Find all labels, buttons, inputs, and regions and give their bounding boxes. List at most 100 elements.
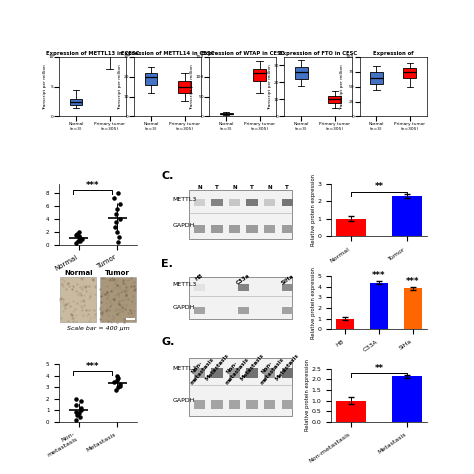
Point	[76, 236, 84, 243]
Text: N: N	[232, 185, 237, 191]
Text: T: T	[215, 185, 219, 191]
Point	[78, 397, 85, 405]
Point	[72, 408, 79, 415]
Y-axis label: Transcript per million: Transcript per million	[190, 64, 194, 109]
Point	[112, 386, 120, 393]
Bar	[238, 307, 249, 314]
Text: **: **	[374, 182, 383, 191]
Text: Metastasis: Metastasis	[274, 353, 300, 382]
Point	[76, 413, 84, 421]
Bar	[282, 284, 293, 291]
Bar	[264, 225, 275, 233]
Bar	[194, 225, 205, 233]
Point	[77, 404, 85, 412]
Title: Expression of WTAP in CESC: Expression of WTAP in CESC	[201, 51, 285, 56]
PathPatch shape	[253, 69, 266, 81]
Point	[114, 374, 121, 382]
PathPatch shape	[295, 67, 308, 79]
Title: Expression of METTL14 in CESC: Expression of METTL14 in CESC	[121, 51, 215, 56]
Bar	[264, 400, 275, 409]
Point	[78, 235, 85, 243]
Title: Expression of METTL13 in CESC: Expression of METTL13 in CESC	[46, 51, 139, 56]
Bar	[246, 400, 258, 409]
Point	[75, 234, 82, 241]
Text: Metastasis: Metastasis	[204, 353, 230, 382]
Point	[73, 411, 81, 419]
Bar	[211, 199, 223, 207]
Bar	[229, 199, 240, 207]
Text: Normal: Normal	[64, 270, 92, 275]
Text: Non-
metastasis: Non- metastasis	[184, 353, 215, 385]
Point	[72, 401, 80, 409]
Point	[110, 378, 118, 385]
Bar	[336, 219, 366, 237]
Y-axis label: Relative protein expression: Relative protein expression	[311, 174, 316, 246]
Y-axis label: Transcript per million: Transcript per million	[43, 64, 47, 109]
Text: METTL3: METTL3	[173, 366, 197, 372]
Bar	[336, 319, 354, 329]
Text: GAPDH: GAPDH	[173, 223, 195, 228]
Text: ***: ***	[85, 362, 99, 371]
Bar	[229, 368, 240, 377]
Point	[113, 228, 120, 236]
Bar	[392, 376, 422, 422]
Point	[110, 194, 118, 202]
Text: Scale bar = 400 μm: Scale bar = 400 μm	[66, 326, 129, 331]
Point	[112, 210, 119, 218]
Point	[73, 395, 80, 402]
Bar	[392, 196, 422, 237]
Bar	[189, 277, 292, 319]
Y-axis label: Relative protein expression: Relative protein expression	[305, 359, 310, 431]
Text: T: T	[285, 185, 289, 191]
Bar	[194, 400, 205, 409]
Text: N: N	[267, 185, 272, 191]
Point	[75, 409, 82, 417]
Bar	[246, 368, 258, 377]
Bar	[194, 368, 205, 377]
Text: **: **	[374, 364, 383, 373]
Point	[77, 237, 84, 245]
Point	[75, 232, 82, 240]
Point	[114, 189, 122, 197]
Bar	[229, 400, 240, 409]
Point	[111, 223, 118, 230]
Point	[116, 380, 123, 388]
Title: Expression of: Expression of	[373, 51, 413, 56]
Text: G.: G.	[162, 337, 175, 346]
PathPatch shape	[145, 73, 157, 85]
PathPatch shape	[403, 68, 416, 78]
Text: Non-
metastasis: Non- metastasis	[219, 353, 250, 385]
Bar	[370, 283, 388, 329]
Bar	[264, 368, 275, 377]
Bar	[229, 225, 240, 233]
Bar	[282, 400, 293, 409]
Bar	[60, 277, 96, 322]
Y-axis label: Transcript per million: Transcript per million	[340, 64, 345, 109]
Text: Metastasis: Metastasis	[239, 353, 265, 382]
Y-axis label: Relative protein expression: Relative protein expression	[311, 267, 316, 339]
Text: C.: C.	[162, 171, 174, 181]
PathPatch shape	[178, 81, 191, 92]
Point	[112, 218, 120, 226]
Bar	[264, 199, 275, 207]
Point	[72, 239, 80, 246]
Text: H8: H8	[195, 273, 204, 282]
Point	[73, 416, 80, 423]
Y-axis label: Transcript per million: Transcript per million	[118, 64, 122, 109]
Bar	[246, 225, 258, 233]
Bar	[211, 400, 223, 409]
PathPatch shape	[328, 96, 341, 103]
Bar	[282, 307, 293, 314]
Point	[74, 237, 82, 245]
Text: METTL3: METTL3	[173, 283, 197, 287]
PathPatch shape	[220, 113, 233, 115]
Bar	[246, 199, 258, 207]
Point	[116, 215, 124, 223]
Text: GAPDH: GAPDH	[173, 305, 195, 310]
Point	[73, 230, 81, 237]
Point	[116, 233, 123, 241]
Text: ***: ***	[406, 277, 419, 286]
Point	[113, 372, 121, 380]
Bar	[189, 357, 292, 416]
Text: N: N	[197, 185, 202, 191]
